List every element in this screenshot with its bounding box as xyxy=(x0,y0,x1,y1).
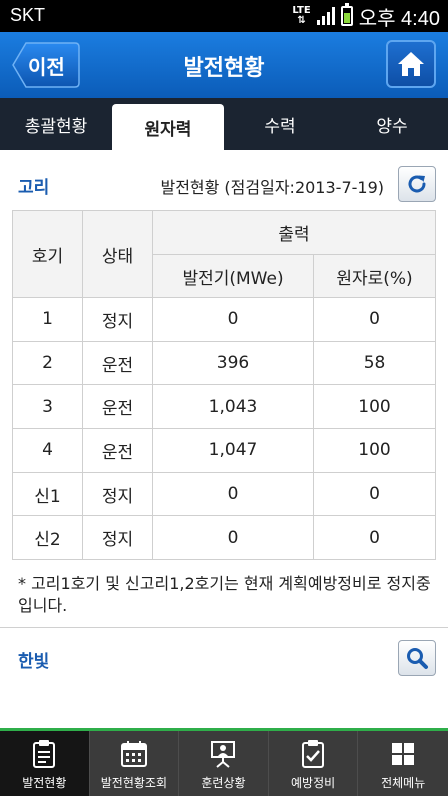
home-icon xyxy=(398,52,424,76)
network-type: LTE xyxy=(292,5,311,16)
search-icon xyxy=(407,648,428,669)
nav-label: 훈련상황 xyxy=(201,776,246,790)
cell-unit: 4 xyxy=(12,428,83,473)
inspection-date: 발전현황 (점검일자:2013-7-19) xyxy=(160,178,384,197)
tab-nuclear[interactable]: 원자력 xyxy=(112,104,224,150)
lte-indicator: LTE ⇅ xyxy=(292,5,311,26)
cell-reactor: 0 xyxy=(313,515,436,561)
back-button[interactable]: 이전 xyxy=(12,42,80,88)
cell-status: 운전 xyxy=(82,384,153,430)
table-row: 1 정지 0 0 xyxy=(12,297,436,342)
cell-generator: 0 xyxy=(151,471,315,517)
cell-status: 운전 xyxy=(82,428,153,473)
cell-generator: 396 xyxy=(151,340,315,386)
table-row: 신1 정지 0 0 xyxy=(12,471,436,517)
plant-name: 한빛 xyxy=(18,652,50,672)
signal-icon xyxy=(316,7,335,25)
header-generator: 발전기(MWe) xyxy=(151,254,315,298)
tab-bar: 총괄현황 원자력 수력 양수 xyxy=(0,98,448,150)
header-status: 상태 xyxy=(82,210,153,298)
cell-reactor: 100 xyxy=(313,428,436,473)
cell-status: 정지 xyxy=(82,471,153,517)
cell-unit: 3 xyxy=(12,384,83,430)
cell-reactor: 100 xyxy=(313,384,436,430)
header-unit: 호기 xyxy=(12,210,83,298)
calendar-icon xyxy=(120,741,147,767)
nav-status-lookup[interactable]: 발전현황조회 xyxy=(90,731,180,796)
checklist-icon xyxy=(302,740,325,768)
grid-icon xyxy=(392,743,415,765)
nav-maintenance[interactable]: 예방정비 xyxy=(269,731,359,796)
plant-header-kori: 고리 발전현황 (점검일자:2013-7-19) xyxy=(0,162,448,206)
maintenance-note: * 고리1호기 및 신고리1,2호기는 현재 계획예방정비로 정지중입니다. xyxy=(18,574,431,615)
cell-generator: 1,047 xyxy=(151,428,315,473)
battery-icon xyxy=(340,3,353,26)
page-title: 발전현황 xyxy=(183,56,265,81)
cell-reactor: 0 xyxy=(313,471,436,517)
header-reactor: 원자로(%) xyxy=(313,254,436,298)
nav-label: 발전현황조회 xyxy=(100,776,168,790)
nav-all-menu[interactable]: 전체메뉴 xyxy=(358,731,448,796)
cell-generator: 1,043 xyxy=(151,384,315,430)
cell-generator: 0 xyxy=(151,297,315,342)
cell-status: 정지 xyxy=(82,297,153,342)
cell-unit: 신2 xyxy=(12,515,83,561)
plant-name: 고리 xyxy=(18,178,50,198)
table-row: 4 운전 1,047 100 xyxy=(12,428,436,473)
status-bar: SKT LTE ⇅ 오후 4:40 xyxy=(0,0,448,32)
refresh-icon xyxy=(408,175,426,193)
cell-unit: 2 xyxy=(12,340,83,386)
presentation-icon xyxy=(211,741,236,768)
nav-label: 발전현황 xyxy=(22,776,67,790)
nav-label: 전체메뉴 xyxy=(381,776,426,790)
tab-hydro[interactable]: 수력 xyxy=(264,116,296,137)
section-divider xyxy=(0,627,448,628)
cell-status: 정지 xyxy=(82,515,153,561)
table-row: 신2 정지 0 0 xyxy=(12,515,436,561)
refresh-button[interactable] xyxy=(398,166,436,202)
carrier-label: SKT xyxy=(10,5,46,25)
plant-header-hanbit[interactable]: 한빛 xyxy=(0,636,448,680)
cell-unit: 신1 xyxy=(12,471,83,517)
cell-unit: 1 xyxy=(12,297,83,342)
nav-power-status[interactable]: 발전현황 xyxy=(0,731,90,796)
header-output: 출력 xyxy=(152,210,436,255)
cell-generator: 0 xyxy=(151,515,315,561)
back-arrow-shape xyxy=(12,42,80,88)
status-table: 호기 상태 출력 발전기(MWe) 원자로(%) 1 정지 0 0 2 운전 3… xyxy=(12,210,436,561)
tab-summary[interactable]: 총괄현황 xyxy=(24,116,88,137)
cell-reactor: 58 xyxy=(313,340,436,386)
table-row: 3 운전 1,043 100 xyxy=(12,384,436,430)
clock: 오후 4:40 xyxy=(358,7,440,30)
tab-pumped[interactable]: 양수 xyxy=(376,116,408,137)
back-label: 이전 xyxy=(28,55,65,79)
app-header: 이전 발전현황 xyxy=(0,32,448,98)
search-button[interactable] xyxy=(398,640,436,676)
cell-reactor: 0 xyxy=(313,297,436,342)
nav-training[interactable]: 훈련상황 xyxy=(179,731,269,796)
bottom-nav: 발전현황 발전현황조회 xyxy=(0,728,448,796)
table-row: 2 운전 396 58 xyxy=(12,340,436,386)
nav-label: 예방정비 xyxy=(290,776,336,790)
cell-status: 운전 xyxy=(82,340,153,386)
home-button[interactable] xyxy=(386,40,436,88)
clipboard-icon xyxy=(33,740,56,768)
